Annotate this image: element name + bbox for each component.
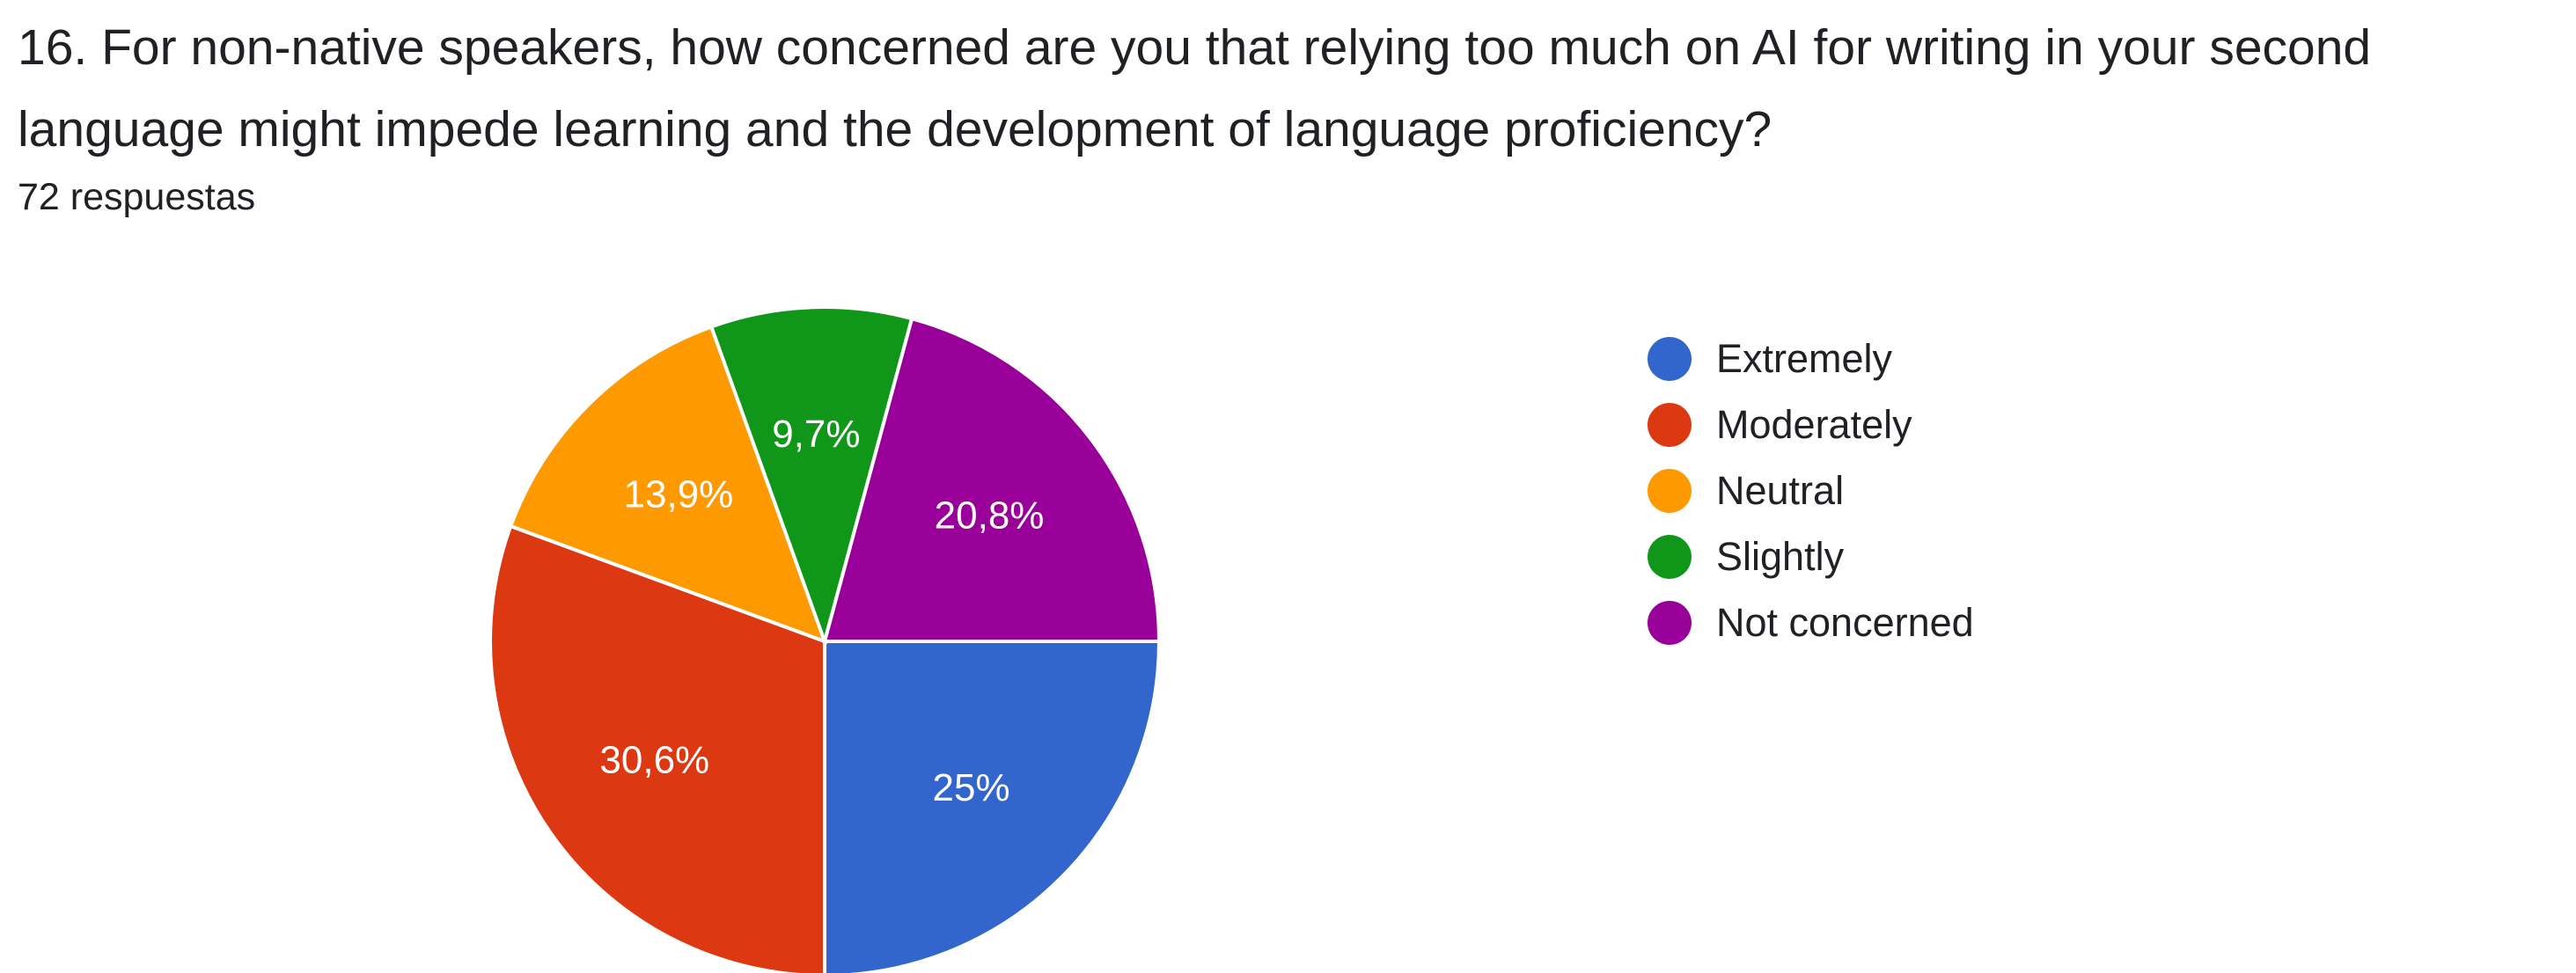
slice-value-label: 13,9% — [624, 472, 734, 516]
legend-swatch-icon — [1648, 534, 1692, 579]
legend-swatch-icon — [1648, 402, 1692, 447]
legend-swatch-icon — [1648, 600, 1692, 645]
pie-slice-moderately[interactable] — [488, 523, 826, 973]
slice-value-label: 25% — [933, 766, 1010, 809]
legend-item-slightly[interactable]: Slightly — [1648, 523, 1974, 589]
legend-item-extremely[interactable]: Extremely — [1648, 326, 1974, 391]
slice-value-label: 9,7% — [772, 413, 860, 456]
legend-item-neutral[interactable]: Neutral — [1648, 457, 1974, 523]
pie-slice-neutral[interactable] — [508, 324, 828, 645]
legend-label: Extremely — [1716, 335, 1893, 381]
pie-slice-labels: 25% 30,6% 13,9% 9,7% 20,8% — [599, 413, 1044, 809]
pie-slice-extremely[interactable] — [823, 640, 1162, 973]
slice-value-label: 20,8% — [935, 494, 1045, 537]
legend-label: Neutral — [1716, 467, 1845, 513]
chart-legend: Extremely Moderately Neutral Slightly Not co… — [1648, 326, 1974, 655]
slice-value-label: 30,6% — [599, 738, 709, 781]
legend-swatch-icon — [1648, 468, 1692, 513]
legend-label: Moderately — [1716, 401, 1912, 447]
legend-swatch-icon — [1648, 336, 1692, 381]
legend-label: Not concerned — [1716, 599, 1974, 645]
legend-item-moderately[interactable]: Moderately — [1648, 391, 1974, 457]
pie-slice-slightly[interactable] — [708, 305, 914, 647]
pie-slice-not-concerned[interactable] — [822, 316, 1162, 643]
pie-slices — [488, 305, 1162, 973]
question-title: 16. For non-native speakers, how concern… — [18, 19, 2372, 157]
legend-item-not-concerned[interactable]: Not concerned — [1648, 589, 1974, 655]
legend-label: Slightly — [1716, 533, 1845, 579]
response-count: 72 respuestas — [18, 176, 256, 218]
